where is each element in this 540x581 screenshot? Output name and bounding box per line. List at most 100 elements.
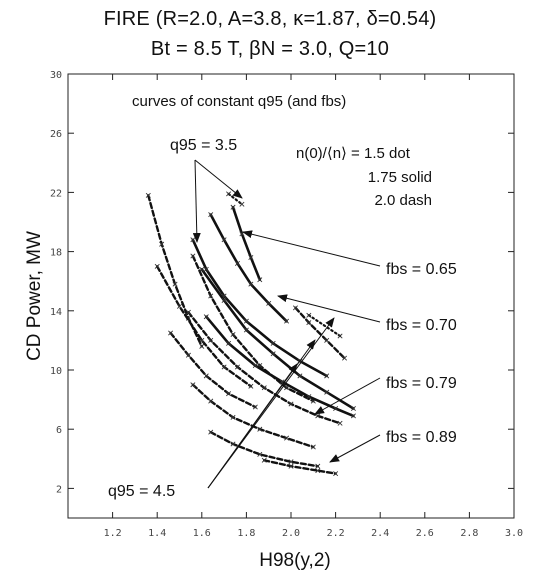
data-point <box>261 385 267 391</box>
data-point <box>226 340 232 346</box>
x-tick-label: 3.0 <box>505 528 523 539</box>
axis-ticks: 1.2 1.4 1.6 1.8 2.0 2.2 2.4 2.6 2.8 3.02610141822… <box>50 70 523 539</box>
y-tick-label: 10 <box>50 366 62 377</box>
data-point <box>230 331 236 337</box>
annotation-fbs-0.79: fbs = 0.79 <box>386 375 457 392</box>
data-point <box>248 255 254 261</box>
data-point <box>230 414 236 420</box>
data-point <box>288 463 294 469</box>
data-point <box>297 373 303 379</box>
series-line-solid <box>209 213 288 323</box>
series-line-solid <box>205 315 355 418</box>
data-point <box>306 312 312 318</box>
data-point <box>270 340 276 346</box>
legend-line-2: 1.75 solid <box>368 169 432 186</box>
data-point <box>248 383 254 389</box>
chart-subtitle: Bt = 8.5 T, βN = 3.0, Q=10 <box>150 38 390 60</box>
data-point <box>257 451 263 457</box>
annotation-q95-top: q95 = 3.5 <box>170 137 237 154</box>
series-line-dot <box>307 314 342 338</box>
data-point <box>203 266 209 272</box>
data-point <box>203 373 209 379</box>
y-tick-label: 26 <box>50 129 62 140</box>
x-tick-label: 1.4 <box>148 528 166 539</box>
data-point <box>230 441 236 447</box>
annotation-fbs-0.89: fbs = 0.89 <box>386 429 457 446</box>
data-point <box>159 241 165 247</box>
data-point <box>306 320 312 326</box>
data-point <box>239 201 245 207</box>
data-point <box>185 352 191 358</box>
x-axis-label: H98(y,2) <box>259 550 330 571</box>
data-series <box>145 191 356 477</box>
plot-frame <box>67 73 515 519</box>
data-point <box>270 351 276 357</box>
legend-line-3: 2.0 dash <box>374 192 432 209</box>
data-point <box>257 426 263 432</box>
x-tick-label: 2.8 <box>460 528 478 539</box>
data-point <box>324 337 330 343</box>
data-point <box>168 330 174 336</box>
data-point <box>176 303 183 309</box>
y-tick-label: 22 <box>50 188 62 199</box>
data-point <box>324 373 330 379</box>
series-line-dash <box>191 383 315 449</box>
y-tick-label: 30 <box>50 70 62 81</box>
annotation-arrow <box>314 377 381 415</box>
data-point <box>199 266 205 272</box>
data-point <box>292 305 298 311</box>
data-point <box>208 429 214 435</box>
data-point <box>190 253 196 259</box>
x-tick-label: 2.0 <box>282 528 300 539</box>
data-point <box>221 237 227 243</box>
data-point <box>288 459 294 465</box>
data-point <box>190 382 196 388</box>
data-point <box>252 404 258 410</box>
data-point <box>342 355 348 361</box>
data-point <box>252 363 258 369</box>
data-point <box>284 435 290 441</box>
x-tick-label: 1.8 <box>237 528 255 539</box>
data-point <box>172 281 178 287</box>
data-point <box>257 277 263 283</box>
data-point <box>221 364 227 370</box>
data-point <box>288 401 294 407</box>
annotation-arrow <box>242 230 381 267</box>
x-tick-label: 2.6 <box>416 528 434 539</box>
y-tick-label: 2 <box>56 484 62 495</box>
data-point <box>154 263 160 269</box>
data-point <box>226 391 232 397</box>
series-line-dash <box>147 194 204 348</box>
data-point <box>234 364 240 370</box>
annotation-fbs-0.65: fbs = 0.65 <box>386 261 457 278</box>
series-line-dash <box>187 311 342 425</box>
y-axis-label: CD Power, MW <box>24 231 45 361</box>
data-point <box>337 333 343 339</box>
annotation-arrow <box>192 159 201 243</box>
x-tick-label: 1.6 <box>193 528 211 539</box>
annotation-arrow <box>207 317 335 489</box>
series-line-dash <box>294 306 346 360</box>
y-tick-label: 14 <box>50 307 62 318</box>
data-point <box>199 337 205 343</box>
data-point <box>221 297 227 303</box>
annotation-header: curves of constant q95 (and fbs) <box>132 93 346 110</box>
data-point <box>333 471 339 477</box>
annotation-fbs-0.70: fbs = 0.70 <box>386 317 457 334</box>
data-point <box>226 191 232 197</box>
annotation-arrows <box>192 159 381 489</box>
legend-line-1: n(0)/⟨n⟩ = 1.5 dot <box>296 145 411 162</box>
data-point <box>248 281 254 287</box>
data-point <box>261 457 267 463</box>
data-point <box>310 444 316 450</box>
annotation-arrow <box>277 294 381 323</box>
data-point <box>324 389 330 395</box>
data-point <box>333 405 339 411</box>
data-point <box>185 309 191 315</box>
x-tick-label: 2.4 <box>371 528 389 539</box>
y-tick-label: 6 <box>56 425 62 436</box>
data-point <box>208 337 214 343</box>
data-point <box>208 398 214 404</box>
data-point <box>284 318 290 324</box>
data-point <box>315 468 321 474</box>
